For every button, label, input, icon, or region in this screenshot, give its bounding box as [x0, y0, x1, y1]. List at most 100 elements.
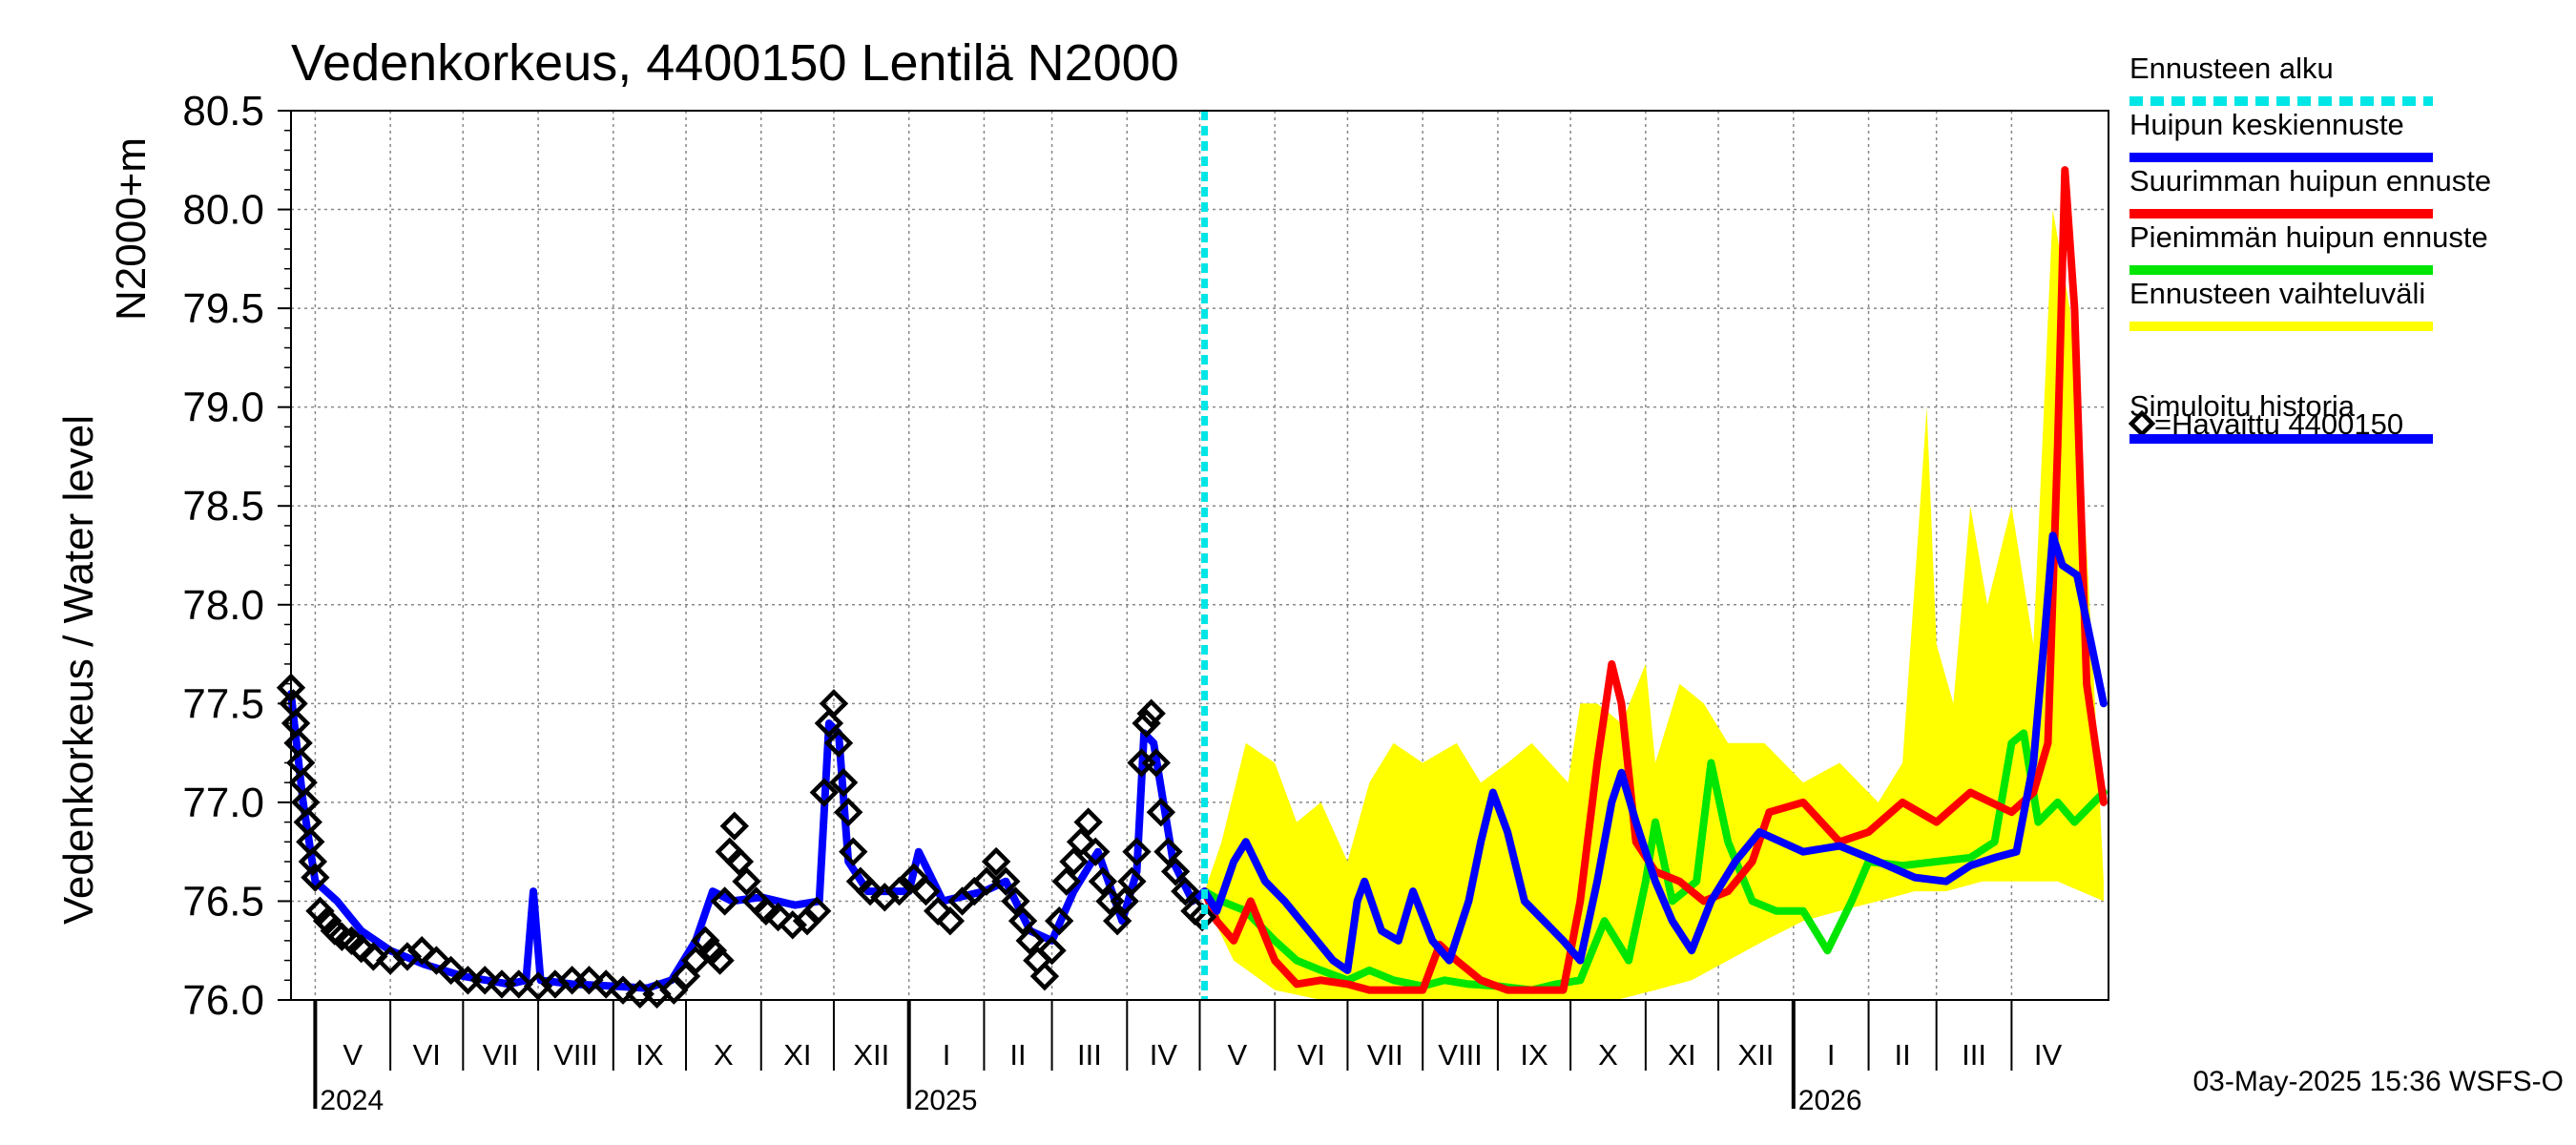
observed-point [991, 866, 1021, 896]
observed-point [814, 708, 844, 739]
observed-point [1110, 886, 1139, 916]
y-axis-label-outer: Vedenkorkeus / Water level [55, 415, 102, 925]
month-label: IV [1150, 1038, 1178, 1072]
observed-point [839, 837, 868, 866]
observed-point [935, 906, 966, 936]
observed-point [346, 933, 376, 964]
observed-point [719, 811, 750, 841]
observed-point [1073, 807, 1103, 837]
month-label: IX [635, 1038, 664, 1072]
month-label: VII [483, 1038, 519, 1072]
legend-label: Huipun keskiennuste [2129, 108, 2404, 141]
observed-point [406, 936, 437, 966]
x-axis: V VI VII VIII IX X XI XII I II III IV V VI VII VIII IX X X… [313, 1000, 2063, 1116]
observed-point [1122, 837, 1152, 866]
month-label: I [1827, 1038, 1836, 1072]
observed-point [1153, 837, 1183, 866]
month-label: XII [853, 1038, 889, 1072]
month-label: VIII [553, 1038, 598, 1072]
observed-point [724, 846, 755, 877]
observed-point [470, 966, 500, 995]
observed-point [1117, 866, 1147, 896]
y-tick-label: 76.5 [182, 878, 264, 925]
observed-point [1051, 866, 1081, 896]
observed-point [359, 942, 388, 971]
observed-point [1015, 926, 1045, 956]
y-tick-label: 77.0 [182, 780, 264, 826]
legend-label: Simuloitu historia [2129, 389, 2356, 423]
legend-label: Suurimman huipun ennuste [2129, 164, 2491, 198]
observed-point [1029, 961, 1060, 991]
chart-title: Vedenkorkeus, 4400150 Lentilä N2000 [291, 34, 1179, 92]
observed-point [1088, 866, 1118, 896]
month-label: III [1962, 1038, 1986, 1072]
observed-point [778, 910, 807, 940]
observed-point [1136, 698, 1166, 728]
observed-point [705, 946, 735, 975]
observed-point [899, 863, 928, 892]
month-label: VIII [1438, 1038, 1483, 1072]
observed-point [659, 975, 689, 1005]
observed-point [1037, 936, 1067, 966]
observed-point [809, 778, 839, 807]
observed-point [1146, 798, 1176, 827]
y-axis-ticks: 76.0 76.5 77.0 77.5 78.0 78.5 79.0 79.5 80.0 80.5 [182, 88, 291, 1024]
observed-point [1160, 857, 1191, 886]
y-axis-label-inner: N2000+m [108, 137, 155, 321]
month-label: XII [1737, 1038, 1774, 1072]
legend-label: Pienimmän huipun ennuste [2129, 220, 2488, 254]
observed-point [301, 863, 330, 892]
observed-point [1102, 906, 1132, 936]
observed-point [1141, 748, 1171, 778]
y-tick-label: 79.5 [182, 285, 264, 332]
observed-point [834, 798, 863, 827]
year-label: 2025 [914, 1085, 978, 1116]
observed-point [504, 969, 533, 999]
y-tick-label: 76.0 [182, 977, 264, 1024]
observed-point [608, 975, 638, 1005]
series-mean-peak [1200, 531, 2108, 974]
observed-point [884, 876, 914, 906]
month-label: IV [2034, 1038, 2063, 1072]
month-label: XI [783, 1038, 811, 1072]
year-label: 2026 [1798, 1085, 1862, 1116]
month-label: IX [1520, 1038, 1548, 1072]
y-tick-label: 80.0 [182, 187, 264, 234]
observed-point [971, 866, 1002, 896]
month-label: XI [1668, 1038, 1695, 1072]
series-lines [287, 166, 2108, 994]
y-tick-label: 78.5 [182, 483, 264, 530]
range-band [1204, 209, 2104, 1001]
y-tick-label: 77.5 [182, 680, 264, 727]
y-tick-label: 80.5 [182, 88, 264, 135]
observed-point [574, 966, 604, 995]
month-label: II [1894, 1038, 1910, 1072]
observed-point [732, 866, 761, 896]
observed-point [1044, 906, 1074, 936]
observed-point [298, 846, 328, 877]
month-label: VII [1367, 1038, 1403, 1072]
year-label: 2024 [320, 1085, 384, 1116]
observed-point [981, 846, 1011, 877]
y-tick-label: 78.0 [182, 582, 264, 629]
month-label: I [943, 1038, 951, 1072]
legend-label: Ennusteen alku [2129, 52, 2334, 85]
observed-point [855, 876, 885, 906]
observed-point [819, 689, 849, 718]
observed-point [1001, 886, 1030, 916]
month-label: VI [1298, 1038, 1325, 1072]
series-max-peak [1200, 166, 2108, 994]
y-tick-label: 79.0 [182, 385, 264, 431]
observed-point [763, 902, 793, 932]
month-label: X [714, 1038, 734, 1072]
month-label: V [343, 1038, 363, 1072]
observed-point [823, 728, 854, 758]
observed-point [710, 886, 739, 916]
month-label: III [1077, 1038, 1102, 1072]
observed-point [828, 767, 859, 798]
observed-point [1066, 827, 1096, 857]
observed-point [1081, 837, 1111, 866]
month-label: X [1598, 1038, 1618, 1072]
observed-point [911, 876, 941, 906]
